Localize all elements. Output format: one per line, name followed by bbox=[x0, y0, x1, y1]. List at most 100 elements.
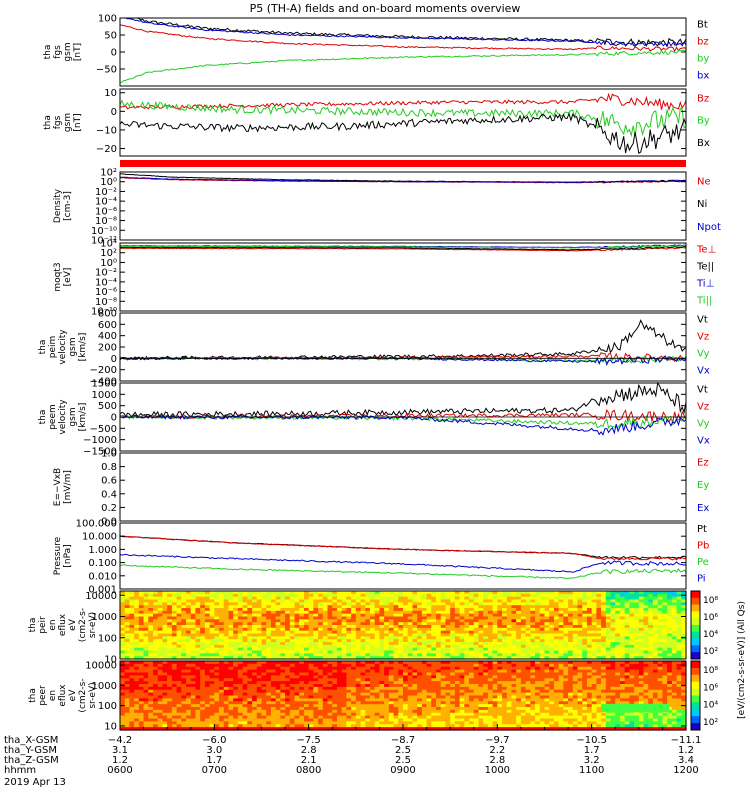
spectrogram-cell bbox=[355, 650, 362, 654]
spectrogram-cell bbox=[365, 647, 371, 652]
spectrogram-cell bbox=[247, 678, 253, 682]
spectrogram-cell bbox=[473, 633, 480, 637]
spectrogram-cell bbox=[388, 718, 395, 722]
spectrogram-cell bbox=[421, 724, 428, 728]
spectrogram-cell bbox=[417, 663, 423, 668]
spectrogram-cell bbox=[124, 613, 131, 618]
spectrogram-cell bbox=[412, 633, 418, 637]
spectrogram-cell bbox=[313, 678, 319, 682]
spectrogram-cell bbox=[351, 669, 357, 674]
spectrogram-cell bbox=[129, 712, 135, 717]
spectrogram-cell bbox=[459, 596, 465, 601]
spectrogram-cell bbox=[657, 596, 664, 601]
spectrogram-cell bbox=[143, 684, 149, 688]
spectrogram-cell bbox=[285, 701, 291, 705]
spectrogram-cell bbox=[478, 675, 484, 679]
spectrogram-cell bbox=[200, 695, 206, 699]
spectrogram-cell bbox=[436, 602, 442, 606]
spectrogram-cell bbox=[605, 647, 612, 652]
spectrogram-cell bbox=[403, 599, 409, 603]
spectrogram-cell bbox=[313, 610, 319, 615]
spectrogram-cell bbox=[365, 608, 371, 612]
spectrogram-cell bbox=[403, 727, 409, 731]
spectrogram-cell bbox=[403, 593, 409, 598]
spectrogram-cell bbox=[261, 712, 267, 717]
spectrogram-cell bbox=[223, 704, 230, 708]
spectrogram-cell bbox=[676, 622, 682, 626]
spectrogram-cell bbox=[280, 698, 286, 702]
spectrogram-cell bbox=[157, 619, 164, 623]
spectrogram-cell bbox=[360, 715, 366, 720]
spectrogram-cell bbox=[634, 627, 640, 632]
spectrogram-cell bbox=[167, 636, 173, 640]
spectrogram-cell bbox=[469, 678, 475, 682]
spectrogram-cell bbox=[473, 608, 480, 612]
spectrogram-cell bbox=[478, 650, 484, 654]
spectrogram-cell bbox=[143, 704, 149, 708]
spectrogram-cell bbox=[294, 639, 300, 643]
spectrogram-cell bbox=[440, 724, 447, 728]
spectrogram-cell bbox=[483, 650, 489, 654]
spectrogram-cell bbox=[318, 718, 324, 722]
spectrogram-cell bbox=[134, 633, 140, 637]
spectrogram-cell bbox=[266, 593, 272, 598]
spectrogram-cell bbox=[120, 622, 126, 626]
spectrogram-cell bbox=[421, 684, 428, 688]
spectrogram-cell bbox=[294, 718, 300, 722]
spectrogram-cell bbox=[450, 695, 456, 699]
spectrogram-cell bbox=[525, 647, 531, 652]
spectrogram-cell bbox=[421, 689, 428, 694]
spectrogram-cell bbox=[351, 627, 357, 632]
spectrogram-cell bbox=[200, 633, 206, 637]
spectrogram-cell bbox=[450, 678, 456, 682]
spectrogram-cell bbox=[162, 721, 168, 725]
spectrogram-cell bbox=[252, 656, 258, 660]
spectrogram-cell bbox=[261, 627, 267, 632]
spectrogram-cell bbox=[270, 627, 277, 632]
spectrogram-cell bbox=[407, 661, 414, 665]
spectrogram-cell bbox=[544, 650, 550, 654]
spectrogram-cell bbox=[303, 619, 310, 623]
spectrogram-cell bbox=[214, 642, 220, 646]
spectrogram-cell bbox=[610, 596, 616, 601]
spectrogram-cell bbox=[431, 661, 437, 665]
spectrogram-cell bbox=[681, 656, 687, 660]
spectrogram-cell bbox=[280, 686, 286, 691]
spectrogram-cell bbox=[252, 663, 258, 668]
spectrogram-cell bbox=[332, 647, 338, 652]
spectrogram-cell bbox=[275, 704, 281, 708]
spectrogram-cell bbox=[252, 666, 258, 671]
spectrogram-cell bbox=[266, 675, 272, 679]
spectrogram-cell bbox=[200, 707, 206, 711]
spectrogram-cell bbox=[157, 593, 164, 598]
spectrogram-cell bbox=[219, 681, 225, 685]
spectrogram-cell bbox=[157, 689, 164, 694]
spectrogram-cell bbox=[294, 712, 300, 717]
y-axis-label-line: moqt3 bbox=[53, 262, 63, 291]
spectrogram-cell bbox=[308, 599, 314, 603]
spectrogram-cell bbox=[369, 619, 376, 623]
spectrogram-cell bbox=[667, 605, 673, 609]
spectrogram-cell bbox=[610, 602, 616, 606]
y-tick-label: 10⁰ bbox=[100, 258, 117, 269]
spectrogram-cell bbox=[200, 647, 206, 652]
spectrogram-cell bbox=[421, 678, 428, 682]
spectrogram-cell bbox=[285, 692, 291, 697]
spectrogram-cell bbox=[153, 596, 159, 601]
spectrogram-cell bbox=[237, 625, 244, 629]
spectrogram-cell bbox=[186, 669, 192, 674]
spectrogram-cell bbox=[601, 593, 607, 598]
spectrogram-cell bbox=[355, 669, 362, 674]
spectrogram-cell bbox=[417, 602, 423, 606]
spectrogram-cell bbox=[186, 622, 192, 626]
spectrogram-cell bbox=[190, 698, 197, 702]
spectrogram-cell bbox=[266, 619, 272, 623]
spectrogram-cell bbox=[134, 695, 140, 699]
spectrogram-cell bbox=[421, 619, 428, 623]
spectrogram-cell bbox=[643, 642, 649, 646]
spectrogram-cell bbox=[436, 596, 442, 601]
spectrogram-cell bbox=[492, 639, 498, 643]
spectrogram-cell bbox=[478, 689, 484, 694]
spectrogram-cell bbox=[219, 591, 225, 595]
spectrogram-cell bbox=[341, 627, 347, 632]
